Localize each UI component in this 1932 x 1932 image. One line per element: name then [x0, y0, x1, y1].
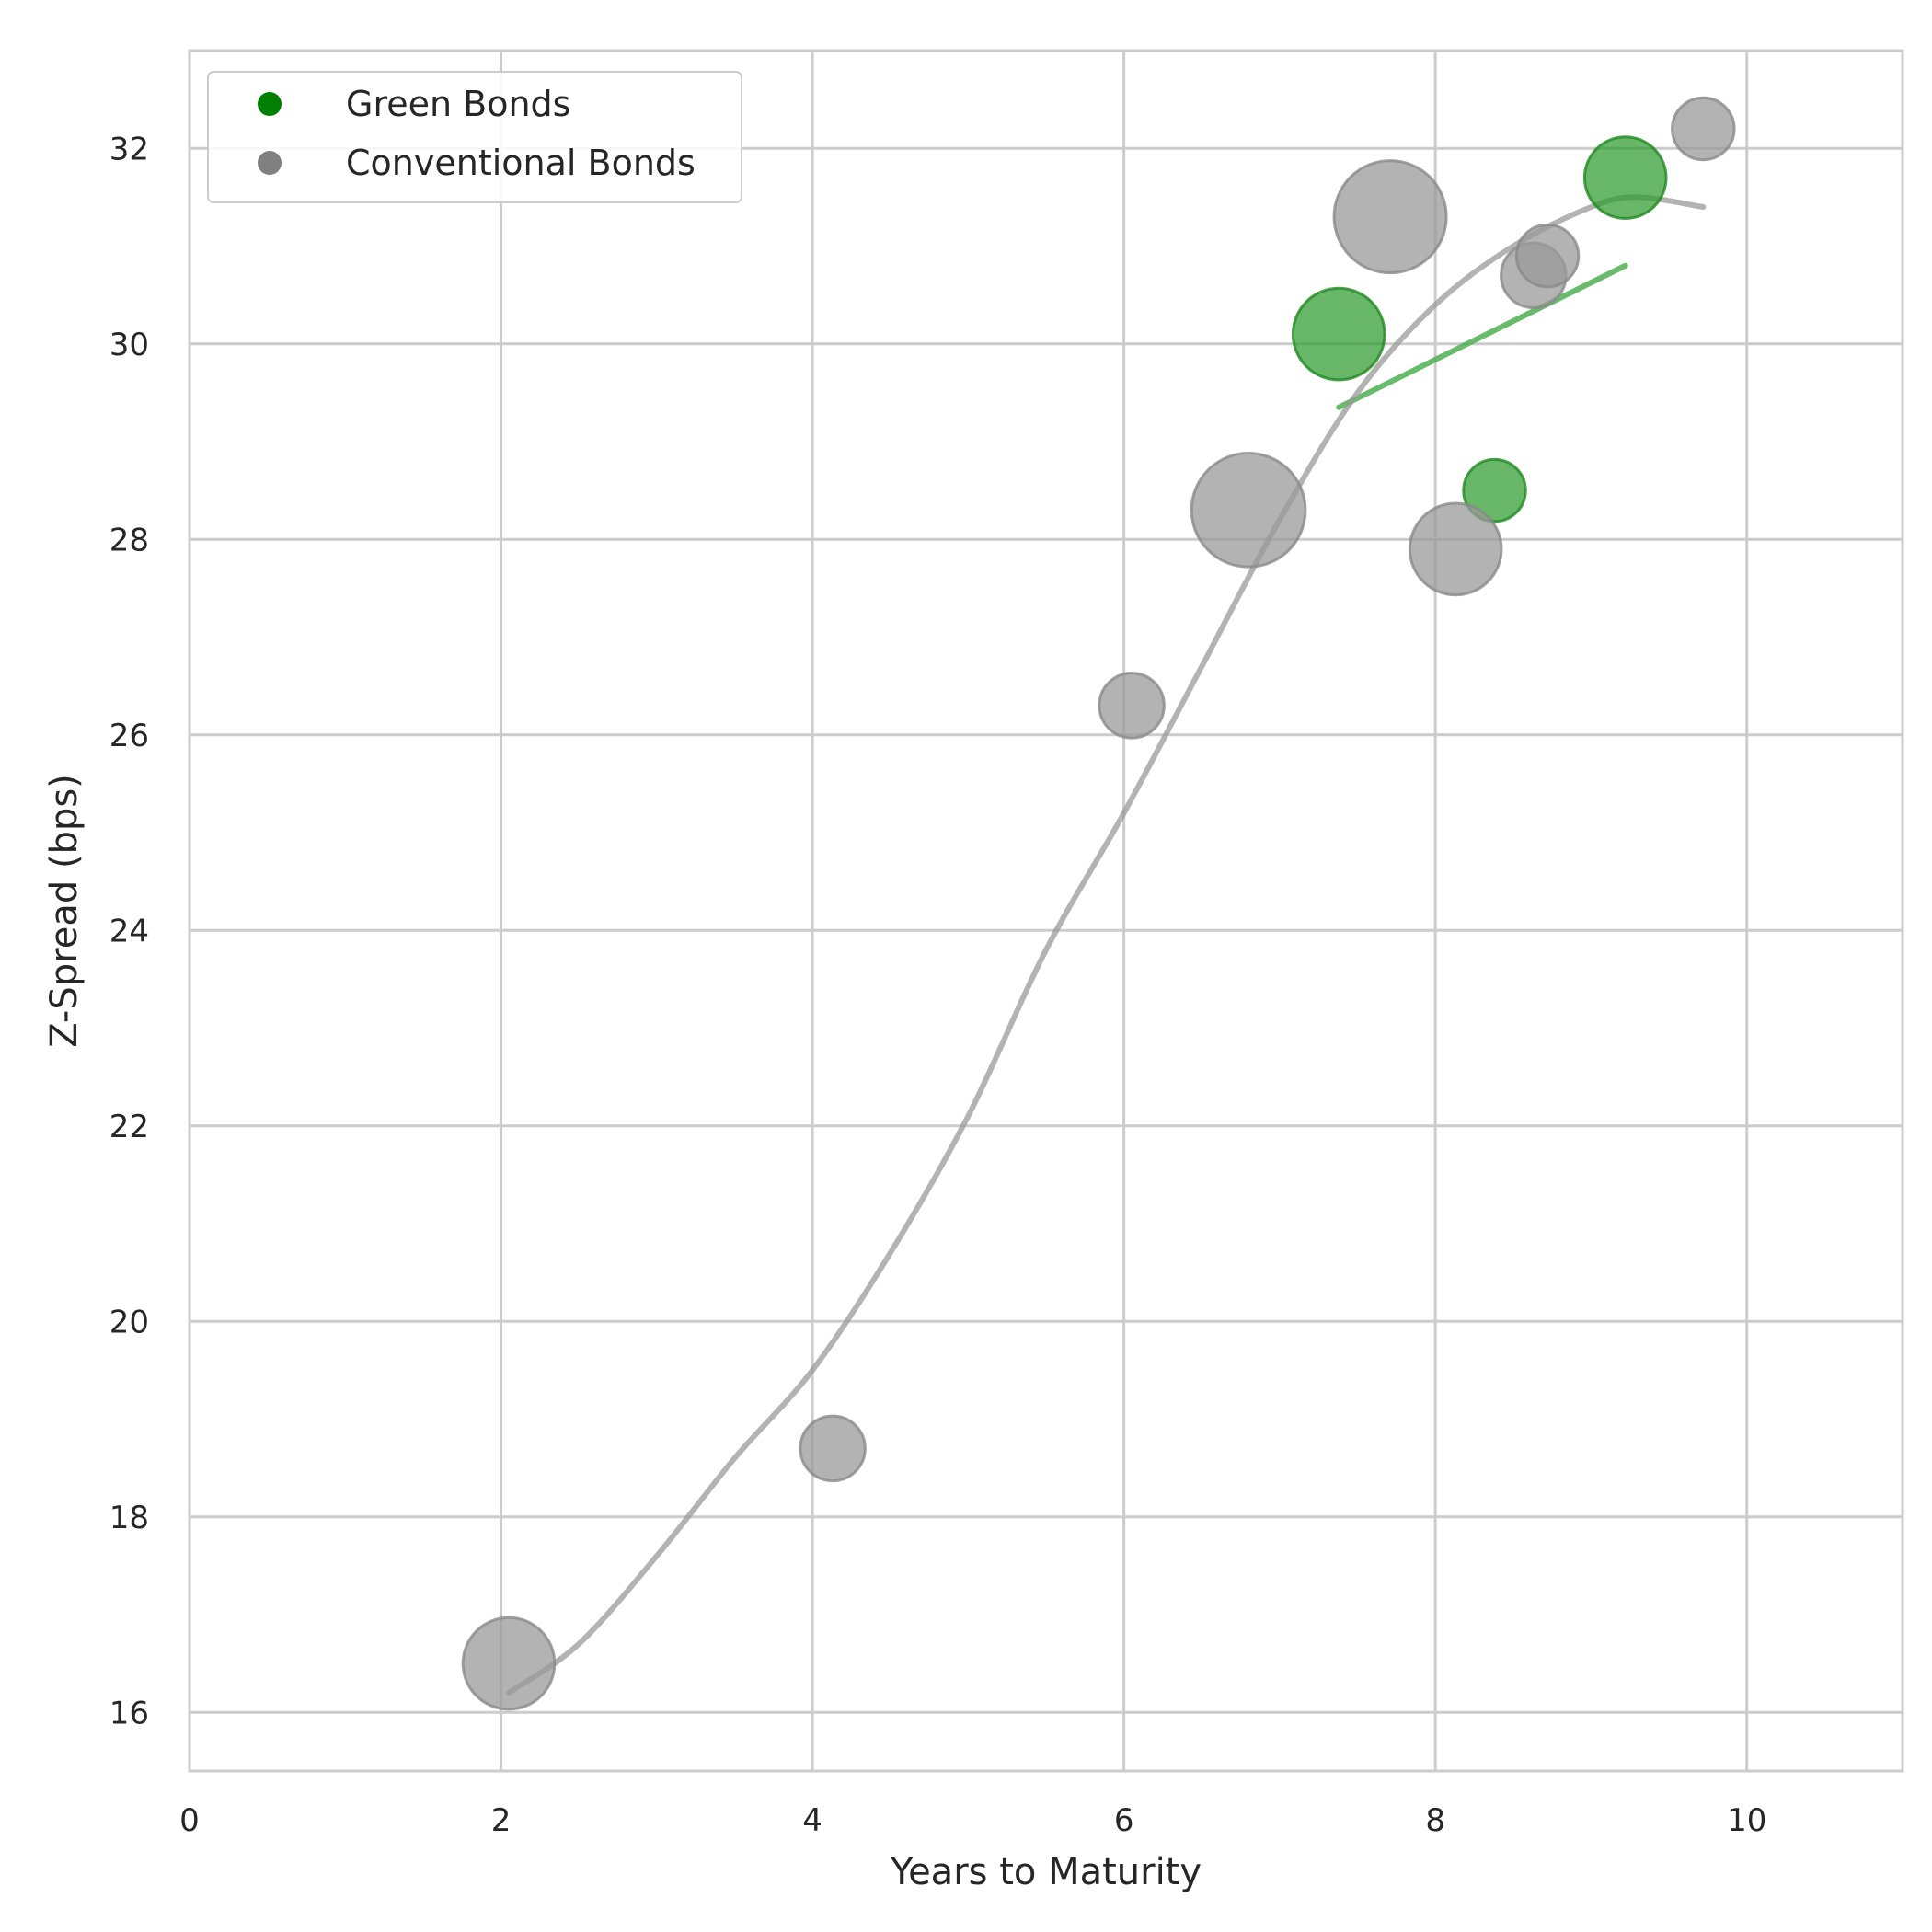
legend: Green Bonds Conventional Bonds	[207, 71, 742, 203]
y-tick-label: 18	[109, 1500, 149, 1536]
y-tick-label: 22	[109, 1109, 149, 1145]
x-axis-label: Years to Maturity	[890, 1851, 1202, 1893]
green-bond-point	[1582, 135, 1668, 220]
x-tick-label: 4	[802, 1802, 822, 1839]
x-tick-label: 6	[1114, 1802, 1134, 1839]
green-bond-point	[1291, 286, 1386, 382]
y-tick-labels: 16 18 20 22 24 26 28 30 32	[109, 131, 149, 1731]
y-tick-label: 16	[109, 1695, 149, 1731]
green-bond-point	[1462, 457, 1527, 523]
grid	[188, 51, 1903, 1771]
x-tick-label: 10	[1727, 1802, 1766, 1839]
data-points	[461, 96, 1736, 1711]
legend-marker-green-bonds	[258, 92, 282, 116]
y-tick-label: 24	[109, 913, 149, 949]
y-tick-label: 20	[109, 1304, 149, 1340]
x-tick-labels: 0 2 4 6 8 10	[179, 1802, 1766, 1839]
trend-lines	[506, 194, 1707, 1696]
conventional-bond-point	[1408, 501, 1503, 597]
conventional-bond-point	[1671, 96, 1736, 162]
legend-box	[207, 71, 742, 203]
conventional-bond-point	[1190, 452, 1307, 569]
x-tick-label: 8	[1425, 1802, 1445, 1839]
trend-curve-conventional-bonds	[506, 194, 1707, 1696]
x-tick-label: 2	[491, 1802, 512, 1839]
y-tick-label: 26	[109, 718, 149, 754]
conventional-bond-point	[1332, 159, 1448, 275]
plot-frame	[188, 49, 1904, 1773]
legend-label-green-bonds: Green Bonds	[346, 84, 570, 124]
y-tick-label: 30	[109, 327, 149, 363]
legend-label-conventional-bonds: Conventional Bonds	[346, 143, 696, 183]
y-axis-label: Z-Spread (bps)	[43, 774, 86, 1048]
trend-line-green-bonds	[1336, 262, 1628, 410]
conventional-bond-point	[799, 1414, 867, 1483]
conventional-bond-point	[1514, 223, 1581, 289]
y-tick-label: 32	[109, 131, 149, 167]
conventional-bond-point	[461, 1616, 557, 1711]
y-tick-label: 28	[109, 522, 149, 558]
conventional-bond-point	[1098, 672, 1166, 740]
x-tick-label: 0	[179, 1802, 200, 1839]
legend-marker-conventional-bonds	[258, 151, 282, 175]
